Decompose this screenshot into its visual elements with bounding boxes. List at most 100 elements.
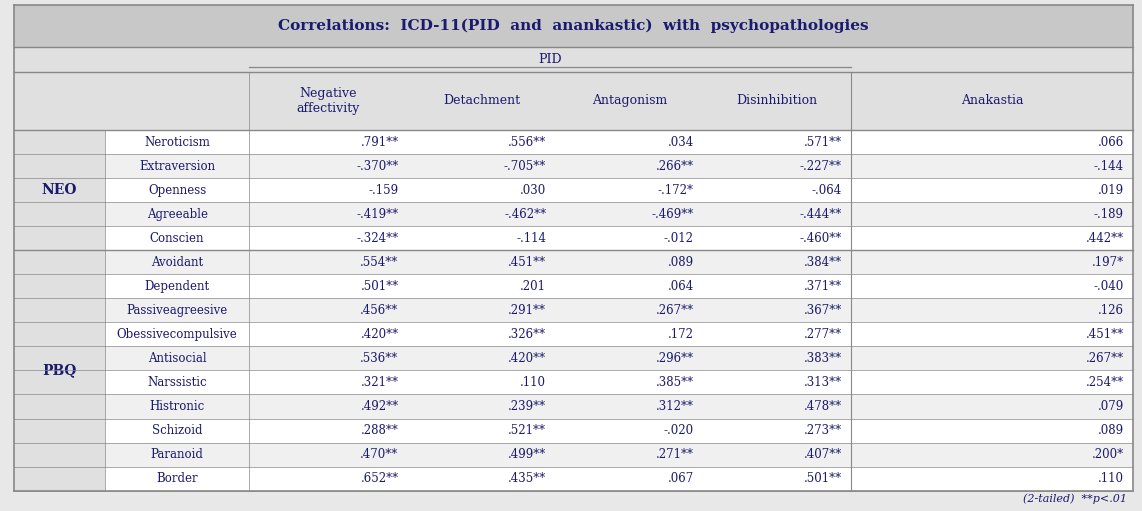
Text: -.114: -.114 <box>516 232 546 245</box>
Text: .126: .126 <box>1097 304 1124 317</box>
Text: Disinhibition: Disinhibition <box>737 95 818 107</box>
Text: .420**: .420** <box>508 352 546 365</box>
Text: .201: .201 <box>521 280 546 293</box>
Text: .089: .089 <box>668 256 694 269</box>
Text: .291**: .291** <box>508 304 546 317</box>
Text: .267**: .267** <box>656 304 694 317</box>
Text: .067: .067 <box>668 472 694 485</box>
Text: .451**: .451** <box>508 256 546 269</box>
Text: .326**: .326** <box>508 328 546 341</box>
Text: NEO: NEO <box>42 183 78 197</box>
Text: .371**: .371** <box>804 280 842 293</box>
Text: Paranoid: Paranoid <box>151 448 203 461</box>
Text: .066: .066 <box>1097 136 1124 149</box>
Text: .034: .034 <box>668 136 694 149</box>
Text: .499**: .499** <box>508 448 546 461</box>
Text: Extraversion: Extraversion <box>139 160 215 173</box>
Bar <box>14 419 1133 443</box>
Text: .321**: .321** <box>361 376 399 389</box>
Text: .277**: .277** <box>804 328 842 341</box>
Text: -.159: -.159 <box>369 184 399 197</box>
Text: Narssistic: Narssistic <box>147 376 207 389</box>
Bar <box>14 72 1133 130</box>
Bar <box>14 130 1133 154</box>
Text: -.469**: -.469** <box>652 208 694 221</box>
Text: .442**: .442** <box>1086 232 1124 245</box>
Text: .420**: .420** <box>361 328 399 341</box>
Bar <box>14 467 1133 491</box>
Text: .791**: .791** <box>361 136 399 149</box>
Text: .288**: .288** <box>361 424 399 437</box>
Bar <box>14 250 1133 274</box>
Text: .521**: .521** <box>508 424 546 437</box>
Text: Agreeable: Agreeable <box>146 208 208 221</box>
Text: .652**: .652** <box>361 472 399 485</box>
Text: .536**: .536** <box>360 352 399 365</box>
Text: .501**: .501** <box>804 472 842 485</box>
Text: Detachment: Detachment <box>443 95 520 107</box>
Text: -.189: -.189 <box>1094 208 1124 221</box>
Text: Anakastia: Anakastia <box>960 95 1023 107</box>
Text: Antagonism: Antagonism <box>592 95 667 107</box>
Text: .383**: .383** <box>804 352 842 365</box>
Bar <box>14 274 1133 298</box>
Text: .501**: .501** <box>361 280 399 293</box>
Bar <box>14 154 1133 178</box>
Text: .254**: .254** <box>1086 376 1124 389</box>
Text: .019: .019 <box>1097 184 1124 197</box>
Text: -.324**: -.324** <box>356 232 399 245</box>
Text: -.705**: -.705** <box>504 160 546 173</box>
Text: -.227**: -.227** <box>799 160 842 173</box>
Bar <box>14 226 1133 250</box>
Text: .296**: .296** <box>656 352 694 365</box>
Text: .271**: .271** <box>656 448 694 461</box>
Text: .266**: .266** <box>656 160 694 173</box>
Bar <box>14 5 1133 47</box>
Text: .385**: .385** <box>656 376 694 389</box>
Text: Dependent: Dependent <box>145 280 210 293</box>
Text: .064: .064 <box>668 280 694 293</box>
Text: Schizoid: Schizoid <box>152 424 202 437</box>
Text: Correlations:  ICD-11(PID  and  anankastic)  with  psychopathologies: Correlations: ICD-11(PID and anankastic)… <box>278 19 869 33</box>
Text: .200*: .200* <box>1092 448 1124 461</box>
Text: .556**: .556** <box>508 136 546 149</box>
Text: .273**: .273** <box>804 424 842 437</box>
Bar <box>14 202 1133 226</box>
Bar <box>14 47 1133 72</box>
Text: Avoidant: Avoidant <box>151 256 203 269</box>
Text: .267**: .267** <box>1086 352 1124 365</box>
Text: Passiveagreesive: Passiveagreesive <box>127 304 227 317</box>
Bar <box>14 394 1133 419</box>
Text: .110: .110 <box>521 376 546 389</box>
Text: .407**: .407** <box>804 448 842 461</box>
Text: -.419**: -.419** <box>356 208 399 221</box>
Text: .470**: .470** <box>360 448 399 461</box>
Text: Negative
affectivity: Negative affectivity <box>297 87 360 115</box>
Text: .478**: .478** <box>804 400 842 413</box>
Text: .089: .089 <box>1097 424 1124 437</box>
Bar <box>14 443 1133 467</box>
Text: Border: Border <box>156 472 198 485</box>
Text: .571**: .571** <box>804 136 842 149</box>
Text: Neroticism: Neroticism <box>144 136 210 149</box>
Text: -.020: -.020 <box>664 424 694 437</box>
Text: .312**: .312** <box>656 400 694 413</box>
Text: PBQ: PBQ <box>42 363 77 378</box>
Bar <box>14 322 1133 346</box>
Text: .451**: .451** <box>1086 328 1124 341</box>
Text: Openness: Openness <box>148 184 207 197</box>
Text: PID: PID <box>538 53 562 66</box>
Bar <box>14 346 1133 370</box>
Text: -.460**: -.460** <box>799 232 842 245</box>
Bar <box>14 370 1133 394</box>
Text: -.064: -.064 <box>812 184 842 197</box>
Text: .554**: .554** <box>360 256 399 269</box>
Bar <box>14 298 1133 322</box>
Text: .172: .172 <box>668 328 694 341</box>
Text: -.462**: -.462** <box>504 208 546 221</box>
Bar <box>14 250 105 491</box>
Text: -.144: -.144 <box>1094 160 1124 173</box>
Text: .197*: .197* <box>1092 256 1124 269</box>
Text: Obessivecompulsive: Obessivecompulsive <box>116 328 238 341</box>
Text: .239**: .239** <box>508 400 546 413</box>
